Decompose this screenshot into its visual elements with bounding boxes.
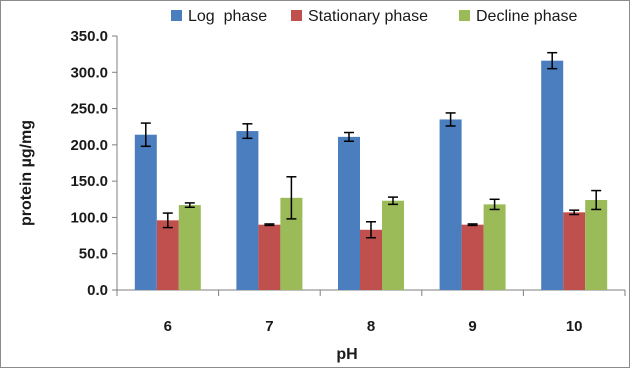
x-axis-title: pH	[336, 346, 357, 363]
bar	[585, 200, 608, 290]
y-tick-label: 300.0	[70, 64, 108, 81]
x-tick-label: 9	[468, 318, 476, 335]
legend-label: Log phase	[188, 8, 267, 25]
bar	[360, 229, 382, 290]
y-tick-label: 350.0	[70, 28, 108, 45]
bar	[483, 204, 506, 290]
y-tick-label: 50.0	[79, 246, 108, 263]
bar	[280, 197, 303, 290]
bar	[439, 119, 462, 290]
bar	[461, 224, 484, 290]
bar	[236, 131, 259, 290]
legend-label: Decline phase	[476, 8, 578, 25]
bar	[338, 136, 360, 290]
y-tick-label: 250.0	[70, 101, 108, 118]
legend-swatch	[291, 10, 302, 21]
y-axis-title: protein µg/mg	[18, 120, 35, 226]
bar	[563, 212, 586, 290]
legend-swatch	[171, 10, 182, 21]
bar	[541, 60, 564, 290]
bar	[134, 134, 157, 290]
x-axis: 6 7 8 9 10	[116, 289, 626, 335]
error-bars	[140, 51, 602, 239]
bars	[134, 60, 608, 290]
legend-label: Stationary phase	[308, 8, 428, 25]
bar	[156, 220, 179, 290]
x-tick-label: 6	[164, 318, 172, 335]
x-tick-label: 8	[367, 318, 375, 335]
y-tick-label: 100.0	[70, 209, 108, 226]
x-tick-label: 10	[566, 318, 583, 335]
legend-swatch	[459, 10, 470, 21]
y-tick-label: 200.0	[70, 137, 108, 154]
bar	[382, 200, 404, 290]
bar	[178, 205, 201, 290]
y-tick-label: 150.0	[70, 173, 108, 190]
legend: Log phase Stationary phase Decline phase	[171, 8, 578, 25]
y-tick-label: 0.0	[87, 282, 108, 299]
bar	[258, 224, 281, 290]
x-tick-label: 7	[265, 318, 273, 335]
y-axis: 0.0 50.0 100.0 150.0 200.0 250.0 300.0 350.0	[70, 28, 118, 299]
